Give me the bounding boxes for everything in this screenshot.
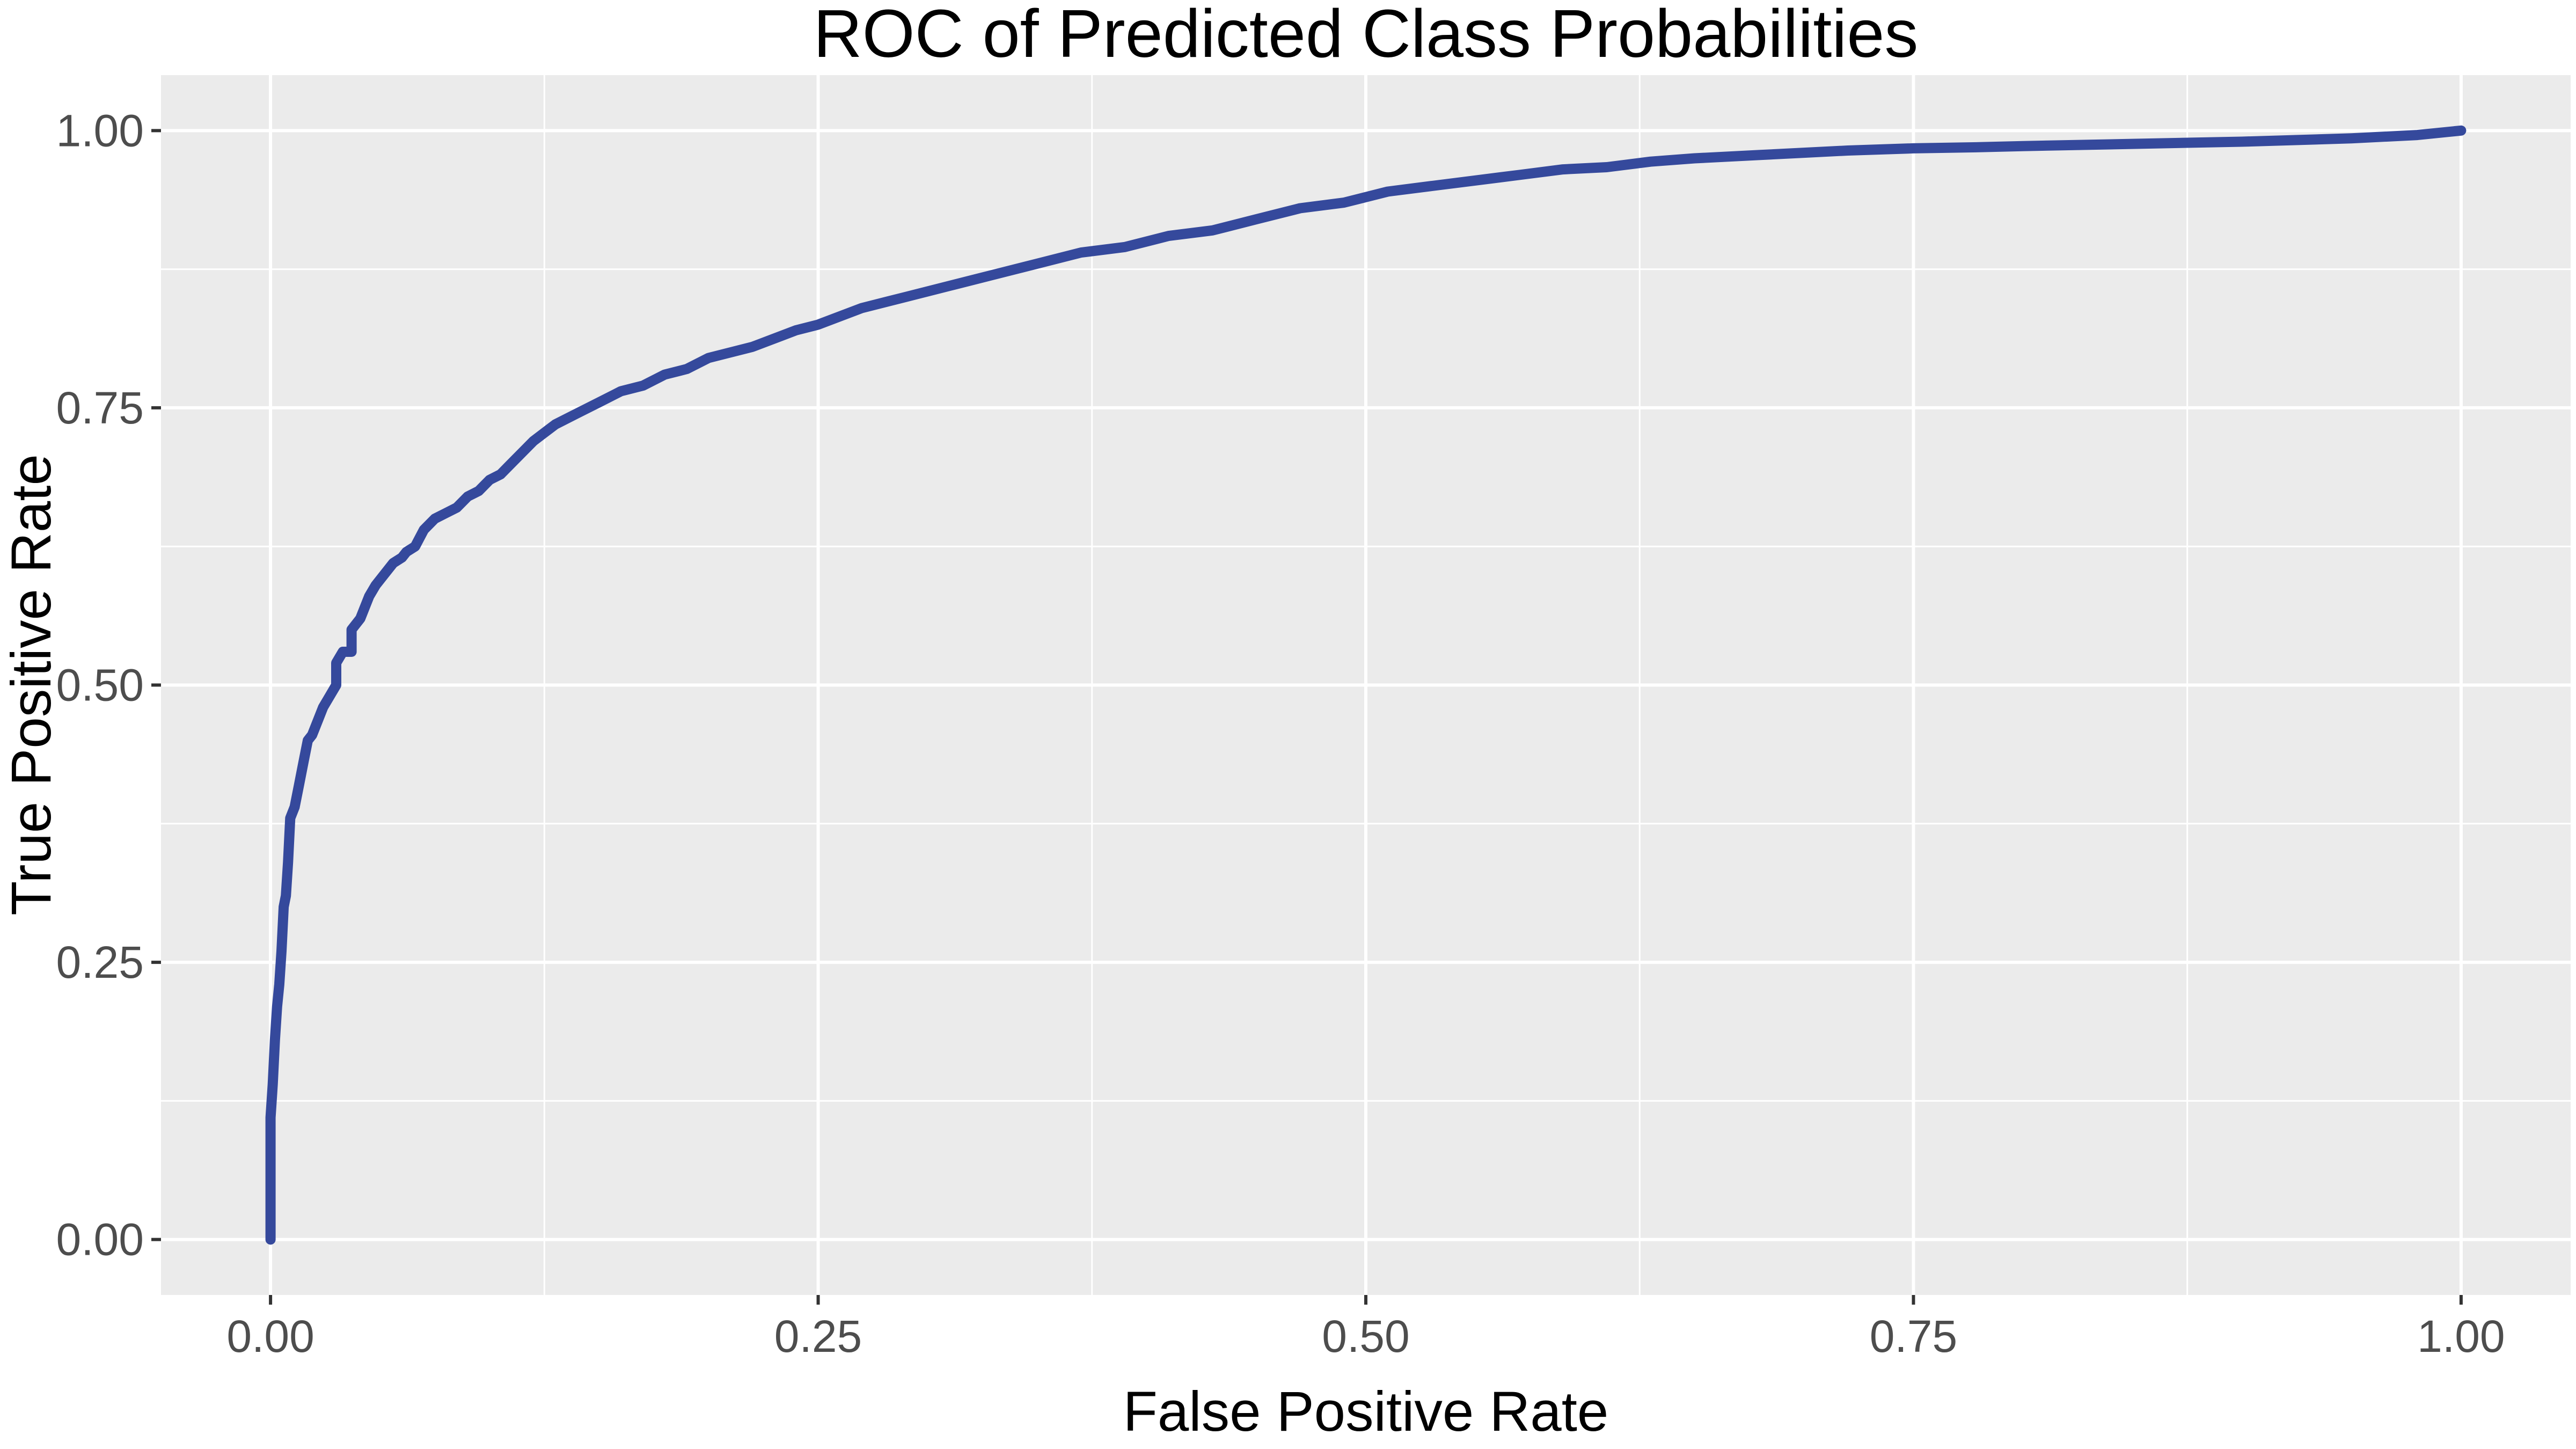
y-tick-label: 0.75	[56, 383, 144, 433]
x-tick-label: 1.00	[2417, 1311, 2505, 1362]
y-tick-label: 0.00	[56, 1214, 144, 1265]
x-tick-label: 0.75	[1870, 1311, 1958, 1362]
x-axis: 0.00 0.25 0.50 0.75 1.00	[226, 1295, 2505, 1362]
y-tick-label: 1.00	[56, 105, 144, 156]
major-grid-lines	[161, 75, 2571, 1295]
y-tick-label: 0.50	[56, 660, 144, 711]
roc-curve-line	[265, 125, 2467, 1245]
x-tick-label: 0.50	[1322, 1311, 1410, 1362]
chart-title: ROC of Predicted Class Probabilities	[814, 0, 1919, 71]
x-axis-title: False Positive Rate	[1123, 1380, 1609, 1443]
y-axis: 0.00 0.25 0.50 0.75 1.00	[56, 105, 161, 1265]
y-tick-label: 0.25	[56, 937, 144, 987]
x-tick-label: 0.00	[226, 1311, 314, 1362]
x-tick-label: 0.25	[774, 1311, 862, 1362]
y-axis-title: True Positive Rate	[0, 454, 63, 916]
